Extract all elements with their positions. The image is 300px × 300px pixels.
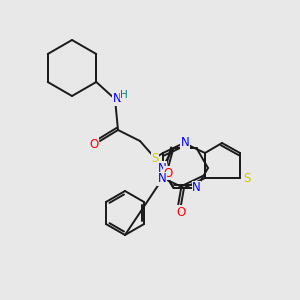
Text: N: N (158, 161, 166, 175)
Text: S: S (151, 152, 159, 164)
Text: H: H (120, 90, 128, 100)
Text: N: N (181, 136, 189, 148)
Text: N: N (192, 182, 201, 194)
Text: O: O (176, 206, 186, 218)
Text: N: N (158, 172, 166, 185)
Text: S: S (243, 172, 251, 184)
Text: O: O (89, 137, 99, 151)
Text: N: N (112, 92, 122, 106)
Text: O: O (164, 167, 173, 180)
